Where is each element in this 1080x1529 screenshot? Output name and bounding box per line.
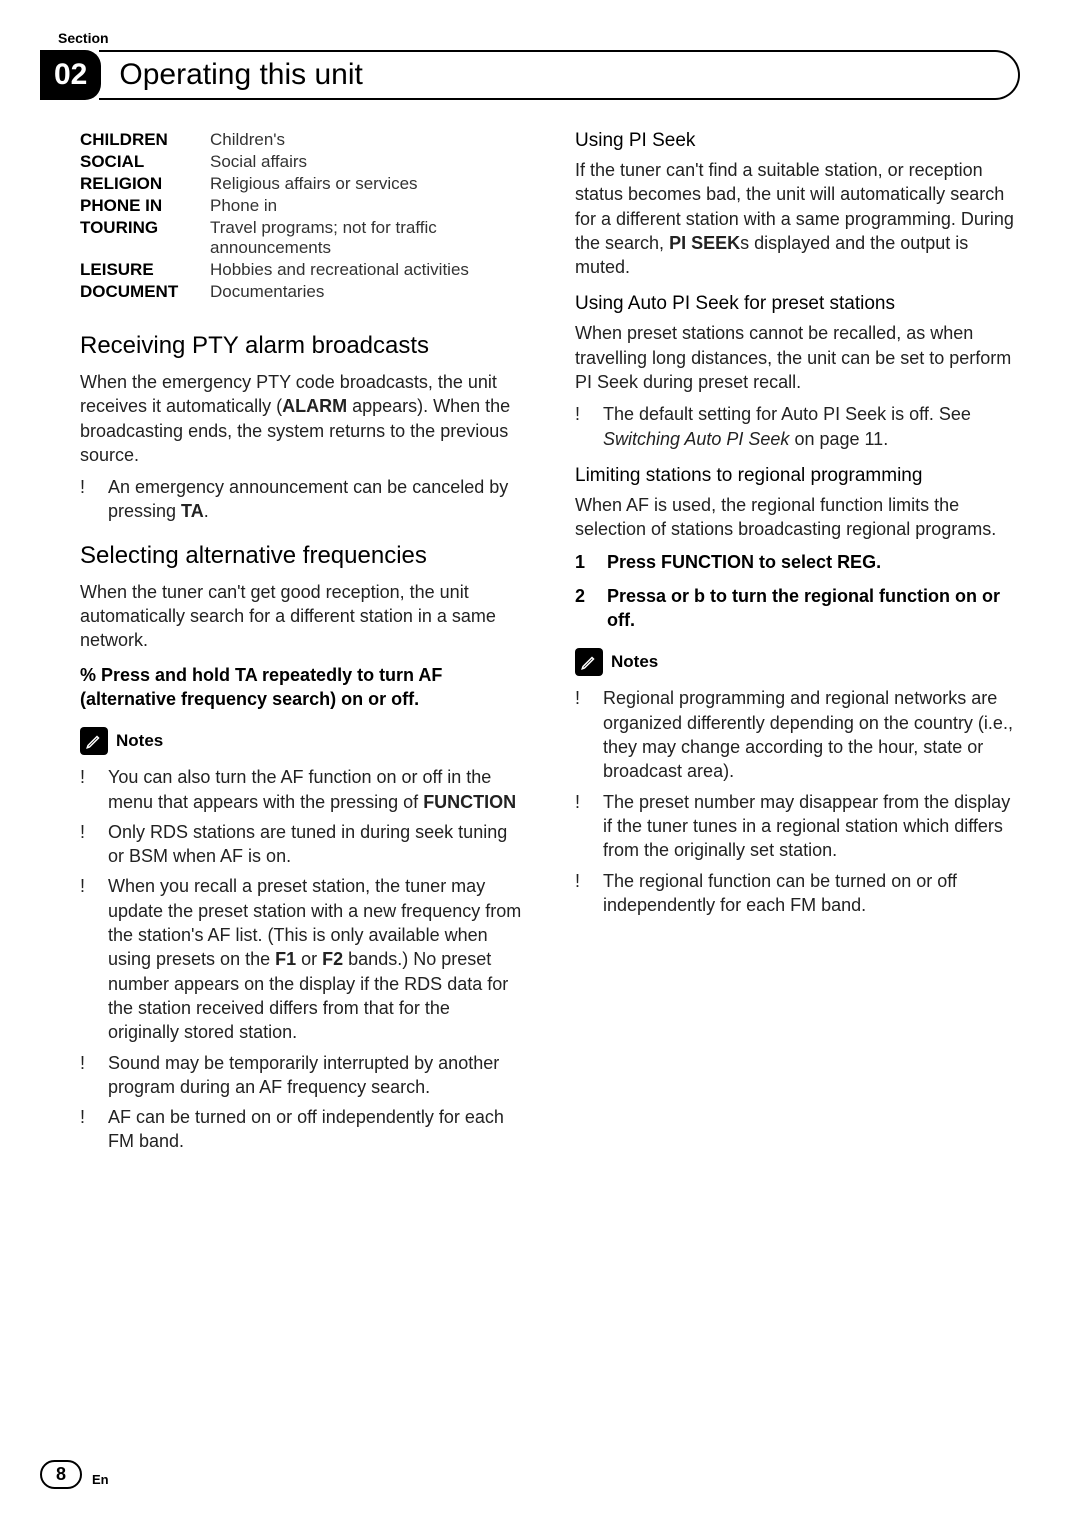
pty-val: Hobbies and recreational activities <box>210 260 469 280</box>
pty-key: DOCUMENT <box>80 282 210 302</box>
pty-alarm-body: When the emergency PTY code broadcasts, … <box>80 370 525 467</box>
heading-auto-pi: Using Auto PI Seek for preset stations <box>575 293 1020 315</box>
pty-key: PHONE IN <box>80 196 210 216</box>
language-label: En <box>92 1472 109 1489</box>
heading-regional: Limiting stations to regional programmin… <box>575 465 1020 487</box>
footer: 8 En <box>40 1460 109 1489</box>
note-item: ! The regional function can be turned on… <box>575 869 1020 918</box>
section-title: Operating this unit <box>119 58 998 92</box>
pty-key: TOURING <box>80 218 210 258</box>
step-1: 1 Press FUNCTION to select REG. <box>575 550 1020 574</box>
heading-pi-seek: Using PI Seek <box>575 130 1020 152</box>
pty-val: Phone in <box>210 196 277 216</box>
section-title-wrap: Operating this unit <box>99 50 1020 100</box>
step-2: 2 Pressa or b to turn the regional funct… <box>575 584 1020 633</box>
page-number: 8 <box>40 1460 82 1489</box>
note-item: ! You can also turn the AF function on o… <box>80 765 525 814</box>
heading-pty-alarm: Receiving PTY alarm broadcasts <box>80 332 525 360</box>
pty-val: Documentaries <box>210 282 324 302</box>
heading-af: Selecting alternative frequencies <box>80 542 525 570</box>
pty-val: Children's <box>210 130 285 150</box>
note-item: ! The preset number may disappear from t… <box>575 790 1020 863</box>
regional-body: When AF is used, the regional function l… <box>575 493 1020 542</box>
pty-val: Travel programs; not for traffic announc… <box>210 218 525 258</box>
section-number: 02 <box>40 50 101 100</box>
pty-table: CHILDRENChildren'sSOCIALSocial affairsRE… <box>80 130 525 302</box>
pencil-icon <box>575 648 603 676</box>
note-item: ! AF can be turned on or off independent… <box>80 1105 525 1154</box>
pty-val: Social affairs <box>210 152 307 172</box>
pty-alarm-bullet: ! An emergency announcement can be cance… <box>80 475 525 524</box>
pty-row: CHILDRENChildren's <box>80 130 525 150</box>
note-item: ! Only RDS stations are tuned in during … <box>80 820 525 869</box>
pty-key: RELIGION <box>80 174 210 194</box>
notes-header-right: Notes <box>575 648 1020 676</box>
pencil-icon <box>80 727 108 755</box>
pty-row: DOCUMENTDocumentaries <box>80 282 525 302</box>
note-item: ! When you recall a preset station, the … <box>80 874 525 1044</box>
notes-label: Notes <box>116 731 163 751</box>
auto-pi-bullet: ! The default setting for Auto PI Seek i… <box>575 402 1020 451</box>
note-item: ! Regional programming and regional netw… <box>575 686 1020 783</box>
pty-key: CHILDREN <box>80 130 210 150</box>
notes-label: Notes <box>611 652 658 672</box>
pi-body: If the tuner can't find a suitable stati… <box>575 158 1020 279</box>
auto-pi-body: When preset stations cannot be recalled,… <box>575 321 1020 394</box>
notes-header-left: Notes <box>80 727 525 755</box>
left-column: CHILDRENChildren'sSOCIALSocial affairsRE… <box>80 130 525 1160</box>
pty-val: Religious affairs or services <box>210 174 418 194</box>
pty-row: TOURINGTravel programs; not for traffic … <box>80 218 525 258</box>
pty-row: LEISUREHobbies and recreational activiti… <box>80 260 525 280</box>
af-body: When the tuner can't get good reception,… <box>80 580 525 653</box>
pty-row: PHONE INPhone in <box>80 196 525 216</box>
pty-key: LEISURE <box>80 260 210 280</box>
section-label: Section <box>40 30 1020 46</box>
pty-key: SOCIAL <box>80 152 210 172</box>
pty-row: SOCIALSocial affairs <box>80 152 525 172</box>
header-row: 02 Operating this unit <box>40 50 1020 100</box>
note-item: ! Sound may be temporarily interrupted b… <box>80 1051 525 1100</box>
af-instruction: % Press and hold TA repeatedly to turn A… <box>80 663 525 712</box>
right-column: Using PI Seek If the tuner can't find a … <box>575 130 1020 1160</box>
pty-row: RELIGIONReligious affairs or services <box>80 174 525 194</box>
